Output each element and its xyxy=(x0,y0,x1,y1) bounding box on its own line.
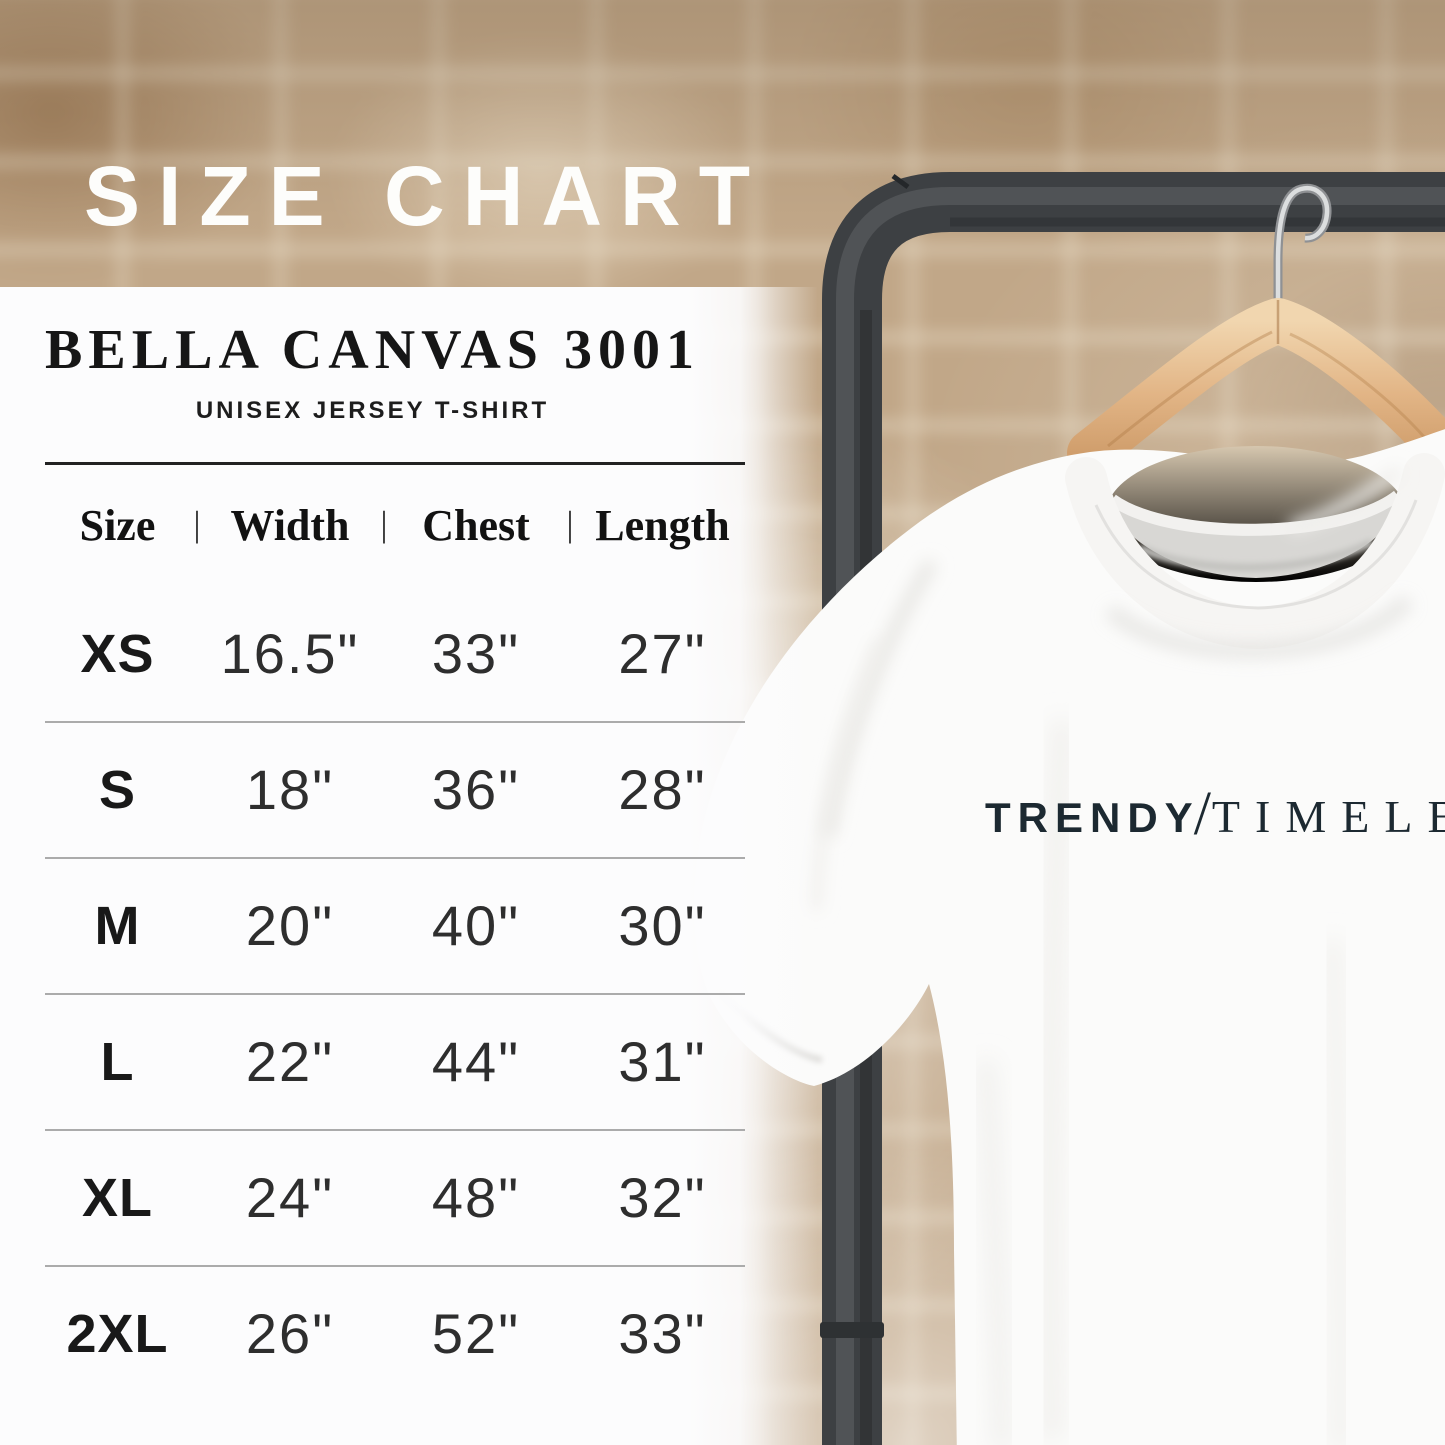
cell-chest: 40" xyxy=(431,894,521,957)
col-header-chest: Chest xyxy=(422,501,530,550)
shirt-print-slash: / xyxy=(1193,780,1211,848)
cell-size: L xyxy=(100,1032,135,1092)
body-fold-1 xyxy=(1040,719,1072,1441)
cell-size: M xyxy=(94,896,141,956)
table-row-2xl: 2XL 26" 52" 33" xyxy=(45,1265,745,1401)
shirt-print-trendy: TRENDY xyxy=(985,794,1200,841)
col-header-width: Width xyxy=(230,501,350,550)
table-row-xs: XS 16.5" 33" 27" xyxy=(45,587,745,721)
table-row-s: S 18" 36" 28" xyxy=(45,721,745,857)
cell-chest: 33" xyxy=(431,622,521,685)
front-collar-ribbing xyxy=(1065,453,1445,650)
hanger-hook-icon xyxy=(1273,183,1332,322)
cell-length: 31" xyxy=(618,1030,707,1093)
col-header-size: Size xyxy=(79,501,156,550)
body-fold-2 xyxy=(1323,939,1350,1445)
cell-size: 2XL xyxy=(66,1304,169,1364)
inner-collar-shadow xyxy=(1138,538,1374,572)
under-collar-shadow xyxy=(1104,594,1414,659)
page-title: SIZE CHART xyxy=(84,149,768,243)
cell-width: 26" xyxy=(245,1302,335,1365)
cell-length: 28" xyxy=(618,758,707,821)
t-shirt-body xyxy=(694,429,1445,1445)
cell-width: 22" xyxy=(245,1030,335,1093)
shirt-print-timeless: TIMELE xyxy=(1211,791,1445,842)
table-header-row: Size | Width | Chest | Length xyxy=(45,465,745,587)
header-separator: | xyxy=(193,504,201,544)
sleeve-fold xyxy=(821,558,938,838)
t-shirt xyxy=(694,429,1445,1445)
header-separator: | xyxy=(380,504,388,544)
wooden-hanger-icon xyxy=(1067,298,1445,476)
rack-weld-notch xyxy=(891,173,910,190)
shirt-print: TRENDY / TIMELE xyxy=(985,780,1445,848)
col-header-length: Length xyxy=(595,501,730,550)
clothing-rack xyxy=(820,172,1445,1445)
table-row-l: L 22" 44" 31" xyxy=(45,993,745,1129)
size-table: Size | Width | Chest | Length XS 16.5" 3… xyxy=(45,462,745,1401)
table-row-m: M 20" 40" 30" xyxy=(45,857,745,993)
cell-length: 33" xyxy=(618,1302,707,1365)
cell-width: 20" xyxy=(245,894,335,957)
rack-post-joint xyxy=(820,1322,884,1338)
cell-width: 24" xyxy=(245,1166,335,1229)
header-separator: | xyxy=(566,504,574,544)
body-fold-3 xyxy=(980,1059,1008,1445)
white-panel xyxy=(0,287,818,1445)
collar-seam xyxy=(1094,499,1418,610)
shoulder-shade xyxy=(1288,465,1404,534)
cell-chest: 36" xyxy=(431,758,521,821)
cell-chest: 52" xyxy=(431,1302,521,1365)
back-collar-band xyxy=(1108,490,1403,537)
cell-width: 18" xyxy=(245,758,335,821)
cell-size: S xyxy=(98,760,137,820)
cell-size: XS xyxy=(80,624,155,684)
cell-width: 16.5" xyxy=(220,622,360,685)
product-subtitle: UNISEX JERSEY T-SHIRT xyxy=(195,397,550,424)
table-row-xl: XL 24" 48" 32" xyxy=(45,1129,745,1265)
rack-pipe-highlight xyxy=(836,187,1445,1445)
cell-chest: 48" xyxy=(431,1166,521,1229)
product-name: BELLA CANVAS 3001 xyxy=(45,319,700,381)
cell-length: 30" xyxy=(618,894,707,957)
cell-size: XL xyxy=(81,1168,153,1228)
cell-length: 32" xyxy=(618,1166,707,1229)
cell-chest: 44" xyxy=(431,1030,521,1093)
rack-pipe xyxy=(822,172,1445,1445)
cell-length: 27" xyxy=(618,622,707,685)
